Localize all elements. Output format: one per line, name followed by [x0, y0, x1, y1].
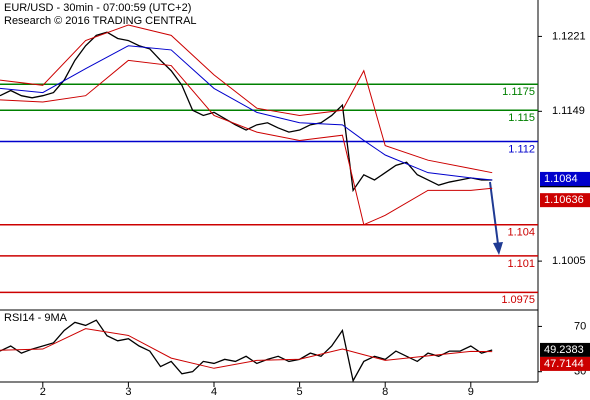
x-tick-label: 5 — [297, 386, 303, 398]
x-tick-label: 8 — [382, 386, 388, 398]
series-line — [0, 328, 493, 369]
chart-subtitle: Research © 2016 TRADING CENTRAL — [4, 15, 197, 27]
rsi-title: RSI14 - 9MA — [4, 312, 68, 324]
series-line — [0, 31, 493, 193]
x-tick-label: 9 — [468, 386, 474, 398]
price-tag-label: 49.2383 — [544, 344, 584, 356]
chart-title: EUR/USD - 30min - 07:00:59 (UTC+2) — [4, 2, 191, 14]
y-tick-label: 1.1221 — [552, 30, 586, 42]
y-tick-label: 70 — [574, 320, 586, 332]
series-line — [0, 45, 493, 181]
series-line — [0, 24, 493, 174]
price-tag-label: 1.1084 — [544, 173, 578, 185]
x-tick-label: 2 — [40, 386, 46, 398]
x-tick-label: 3 — [125, 386, 131, 398]
level-label: 1.104 — [507, 227, 535, 239]
forecast-arrow — [489, 181, 503, 255]
price-tag — [540, 356, 590, 371]
price-tag — [540, 193, 590, 208]
price-tag — [540, 171, 590, 186]
price-tag — [540, 342, 590, 357]
x-tick-label: 4 — [211, 386, 217, 398]
y-tick-label: 1.1005 — [552, 255, 586, 267]
y-tick-label: 1.1149 — [552, 105, 585, 117]
price-tag-label: 47.7144 — [544, 358, 584, 370]
level-label: 1.0975 — [501, 294, 535, 306]
level-label: 1.115 — [508, 112, 535, 124]
series-line — [0, 59, 493, 226]
price-tag-label: 1.10636 — [544, 194, 584, 206]
level-label: 1.1175 — [502, 86, 535, 98]
level-label: 1.101 — [507, 258, 535, 270]
level-label: 1.112 — [508, 143, 535, 155]
